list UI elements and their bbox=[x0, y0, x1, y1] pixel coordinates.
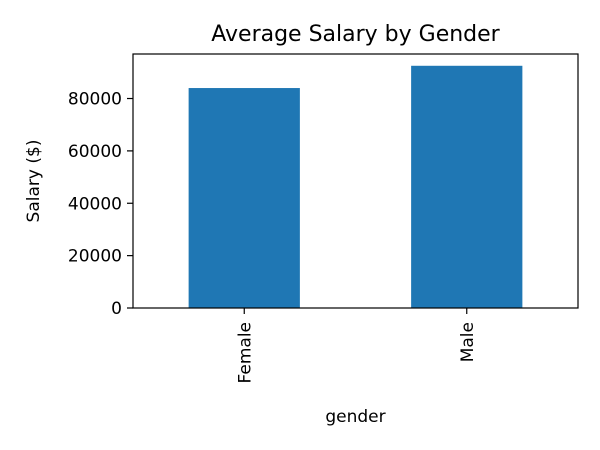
y-axis-ticks: 0 20000 40000 60000 80000 bbox=[68, 90, 133, 319]
x-tick-label: Male bbox=[458, 322, 478, 362]
plot-frame bbox=[132, 53, 579, 309]
x-axis-ticks: Female Male bbox=[235, 308, 478, 383]
chart-title: Average Salary by Gender bbox=[211, 22, 500, 47]
y-tick-label: 20000 bbox=[68, 247, 122, 267]
x-tick-label: Female bbox=[235, 322, 255, 383]
bar-male bbox=[411, 65, 523, 308]
bar-female bbox=[188, 88, 300, 309]
y-tick-label: 0 bbox=[111, 299, 122, 319]
y-tick-label: 80000 bbox=[68, 90, 122, 110]
plot-area bbox=[132, 53, 579, 309]
x-axis-label: gender bbox=[325, 407, 385, 427]
y-tick-label: 40000 bbox=[68, 194, 122, 214]
y-axis-label: Salary ($) bbox=[24, 140, 44, 223]
y-tick-label: 60000 bbox=[68, 142, 122, 162]
